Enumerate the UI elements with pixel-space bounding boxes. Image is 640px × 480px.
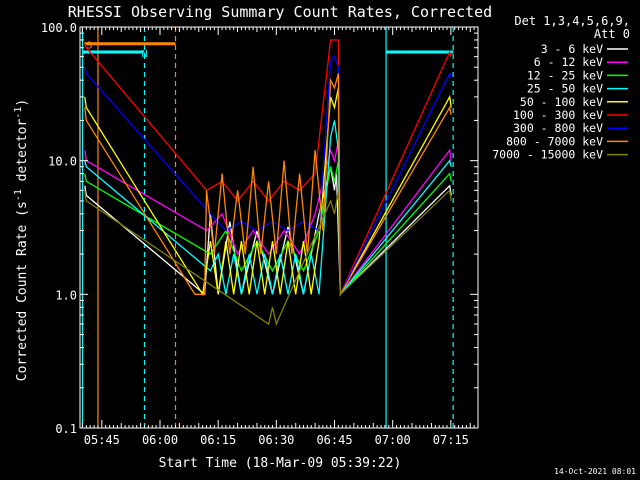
x-tick-label: 07:00 xyxy=(375,433,411,447)
plot-frame xyxy=(79,26,479,429)
x-tick-label: 06:00 xyxy=(142,433,178,447)
x-axis: 05:45 06:00 06:15 06:30 06:45 07:00 07:15 xyxy=(81,27,479,447)
series-line-7 xyxy=(84,73,452,297)
legend-label: 50 - 100 keV xyxy=(520,95,603,109)
series-line-8 xyxy=(84,188,452,327)
legend-label: 800 - 7000 keV xyxy=(506,134,603,148)
legend-label: 100 - 300 keV xyxy=(513,108,603,122)
x-tick-label: 06:30 xyxy=(258,433,294,447)
legend-label: 12 - 25 keV xyxy=(527,68,603,82)
date-stamp: 14-Oct-2021 08:01 xyxy=(554,467,636,476)
x-axis-label: Start Time (18-Mar-09 05:39:22) xyxy=(159,456,402,471)
plot-area: SN xyxy=(79,26,479,429)
legend-title: Det 1,3,4,5,6,9, xyxy=(514,14,630,28)
legend-label: 3 - 6 keV xyxy=(541,42,603,56)
legend-label: 7000 - 15000 keV xyxy=(492,148,603,162)
y-axis-label: Corrected Count Rate (s-1 detector-1) xyxy=(13,99,30,381)
legend-label: 300 - 800 keV xyxy=(513,121,603,135)
series-line-3 xyxy=(84,120,452,297)
x-tick-label: 06:15 xyxy=(200,433,236,447)
y-tick-label: 100.0 xyxy=(41,21,77,35)
flag-marker-N: N xyxy=(141,49,147,60)
y-tick-label: 1.0 xyxy=(55,288,77,302)
x-tick-label: 05:45 xyxy=(84,433,120,447)
legend-label: 25 - 50 keV xyxy=(527,82,603,96)
legend-label: 6 - 12 keV xyxy=(534,55,603,69)
legend-subtitle: Att 0 xyxy=(594,27,630,41)
chart-title: RHESSI Observing Summary Count Rates, Co… xyxy=(68,3,492,21)
y-tick-label: 10.0 xyxy=(48,155,77,169)
x-tick-label: 06:45 xyxy=(316,433,352,447)
series-line-4 xyxy=(84,87,452,297)
y-axis: 0.1 1.0 10.0 100.0 xyxy=(41,21,478,436)
x-tick-label: 07:15 xyxy=(433,433,469,447)
y-tick-label: 0.1 xyxy=(55,422,77,436)
flag-marker-S: S xyxy=(86,41,92,52)
